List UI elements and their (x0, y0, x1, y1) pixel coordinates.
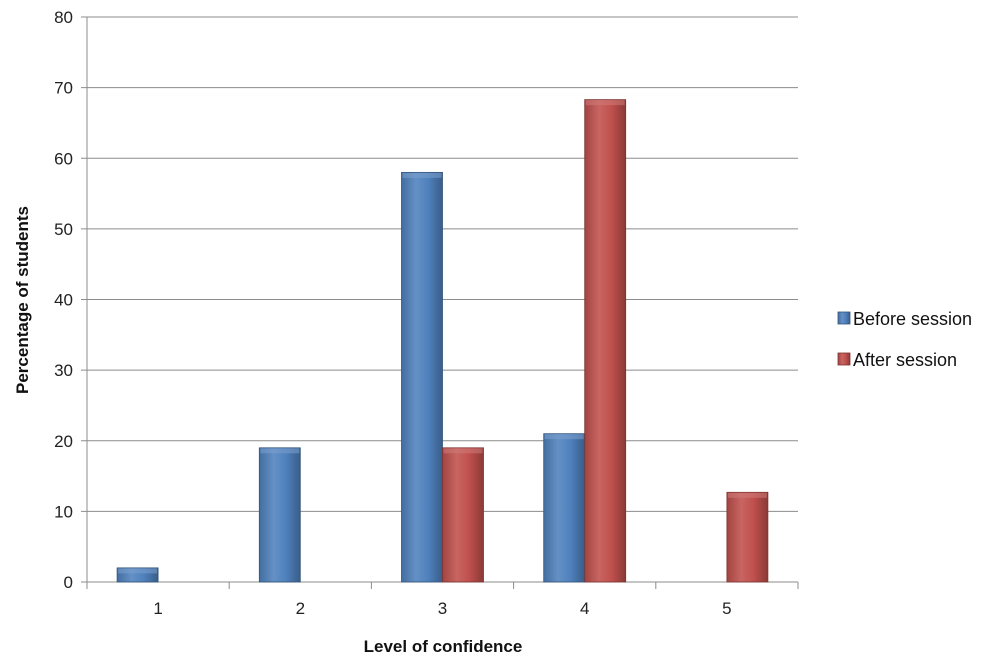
bar-before-session-4 (543, 433, 586, 583)
legend-label: Before session (853, 309, 972, 329)
legend-label: After session (853, 350, 957, 370)
x-tick-label: 5 (722, 599, 731, 618)
bar-after-session-4 (584, 99, 627, 583)
legend: Before session After session (837, 309, 972, 370)
y-tick-label: 80 (54, 8, 73, 27)
bar-after-session-5 (726, 491, 769, 583)
y-tick-label: 0 (64, 573, 73, 592)
tick-labels: 0 10 20 30 40 50 60 70 80 1 2 3 4 5 (54, 8, 732, 618)
bar-after-session-3 (442, 447, 484, 583)
x-tick-label: 4 (580, 599, 589, 618)
y-tick-label: 20 (54, 432, 73, 451)
y-tick-label: 70 (54, 79, 73, 98)
x-tick-label: 2 (296, 599, 305, 618)
legend-item-after-session: After session (837, 350, 957, 370)
bars (116, 99, 769, 583)
y-tick-label: 50 (54, 220, 73, 239)
bar-before-session-1 (116, 567, 159, 583)
legend-item-before-session: Before session (837, 309, 972, 329)
y-tick-label: 60 (54, 149, 73, 168)
x-tick-label: 1 (153, 599, 162, 618)
y-tick-label: 40 (54, 291, 73, 310)
y-tick-label: 30 (54, 361, 73, 380)
legend-swatch (837, 311, 851, 325)
bar-before-session-2 (258, 447, 301, 583)
y-tick-label: 10 (54, 502, 73, 521)
legend-swatch (837, 352, 851, 366)
y-axis-title: Percentage of students (13, 206, 32, 394)
x-axis-title: Level of confidence (364, 637, 523, 656)
bar-before-session-3 (401, 171, 443, 583)
x-tick-label: 3 (438, 599, 447, 618)
